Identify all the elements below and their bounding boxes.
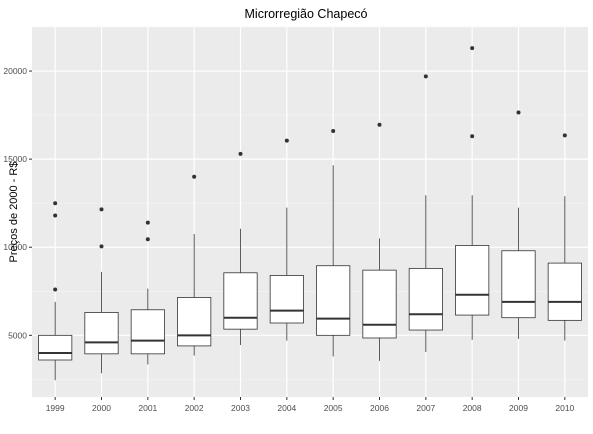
box-body [455,245,490,316]
box-2007 [408,74,443,353]
outlier-point [53,287,58,292]
box-2008 [455,46,490,340]
box-1999 [38,201,73,381]
chart-title: Microrregião Chapecó [245,7,368,21]
box-2002 [177,174,212,356]
box-body [547,262,582,321]
outlier-point [470,46,475,51]
x-tick-label: 2008 [463,403,482,413]
box-series [38,46,582,381]
y-tick-label: 10000 [3,242,27,252]
box-body [223,272,258,330]
box-body [408,267,443,331]
y-tick-label: 15000 [3,154,27,164]
x-tick-label: 2006 [370,403,389,413]
box-body [362,269,397,339]
outlier-point [331,128,336,133]
outlier-point [284,138,289,143]
box-2004 [269,138,304,341]
x-tick-label: 2004 [277,403,296,413]
x-tick-label: 2005 [324,403,343,413]
y-tick-label: 20000 [3,66,27,76]
box-body [84,312,119,355]
box-body [316,265,351,336]
x-tick-label: 1999 [46,403,65,413]
x-tick-label: 2007 [416,403,435,413]
outlier-point [53,213,58,218]
box-body [130,309,165,355]
box-2000 [84,207,119,374]
x-tick-label: 2001 [138,403,157,413]
outlier-point [516,110,521,115]
outlier-point [377,122,382,127]
box-2010 [547,133,582,341]
box-body [177,297,212,347]
box-2009 [501,110,536,339]
minor-gridlines [32,26,588,380]
outlier-point [192,174,197,179]
outlier-point [145,237,150,242]
box-2003 [223,151,258,346]
box-2001 [130,220,165,365]
x-tick-label: 2003 [231,403,250,413]
outlier-point [53,201,58,206]
x-tick-label: 2010 [555,403,574,413]
box-2006 [362,122,397,361]
outlier-point [145,220,150,225]
box-body [38,334,73,361]
outlier-point [238,151,243,156]
outlier-point [423,74,428,79]
outlier-point [99,207,104,212]
outlier-point [562,133,567,138]
y-axis-label: Preços de 2000 - R$ [8,162,20,263]
y-tick-label: 5000 [8,330,27,340]
x-tick-label: 2000 [92,403,111,413]
x-axis: 1999 2000 2001 2002 2003 2004 2005 2006 2007 2008… [46,397,575,413]
x-tick-label: 2002 [185,403,204,413]
y-axis: 5000 10000 15000 20000 [3,66,32,340]
box-body [269,275,304,324]
box-body [501,250,536,319]
x-tick-label: 2009 [509,403,528,413]
outlier-point [470,134,475,139]
box-2005 [316,128,351,357]
outlier-point [99,244,104,249]
